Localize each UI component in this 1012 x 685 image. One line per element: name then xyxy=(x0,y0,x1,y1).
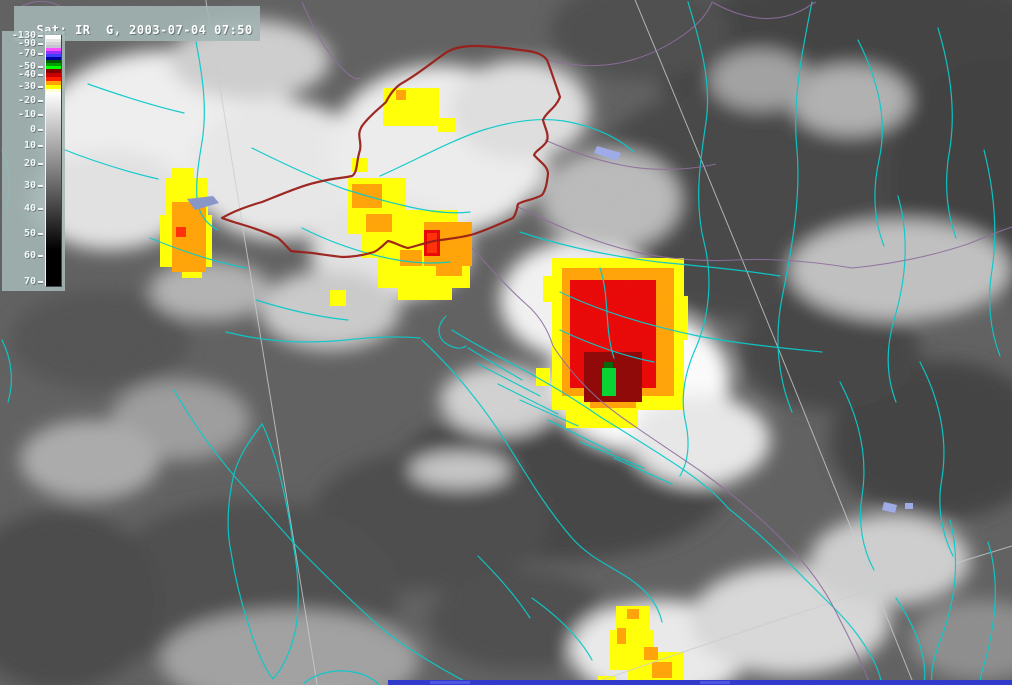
colorbar-tick-label: 50 xyxy=(23,228,36,239)
colorbar-segment-bright-red xyxy=(46,77,61,81)
colorbar-segment-yellow xyxy=(46,85,61,89)
colorbar-tick-mark xyxy=(38,163,43,165)
colorbar-segment-red xyxy=(46,73,61,77)
colorbar-tick-mark xyxy=(38,233,43,235)
colorbar-segment-white xyxy=(46,35,61,39)
colorbar-tick-mark xyxy=(38,43,43,45)
colorbar-segment-dark-red xyxy=(46,69,61,73)
colorbar-panel: -130 -90 -70 -50 -40 -30 -20 -10 0 10 20 30 40 50 60 70 xyxy=(2,31,65,291)
colorbar-tick-mark xyxy=(38,145,43,147)
colorbar-tick-label: 10 xyxy=(23,140,36,151)
colorbar-tick-mark xyxy=(38,74,43,76)
colorbar-segment-pale-yellow xyxy=(46,89,61,92)
colorbar-tick-label: 40 xyxy=(23,203,36,214)
colorbar-tick-label: -70 xyxy=(17,48,36,59)
colorbar-segment-dark-green xyxy=(46,60,61,63)
colorbar-segment-gray-light-1 xyxy=(46,39,61,42)
colorbar-segment-dark-blue xyxy=(46,57,61,60)
colorbar-tick-label: -20 xyxy=(17,95,36,106)
colorbar-tick-mark xyxy=(38,35,43,37)
colorbar-black-end xyxy=(46,250,61,286)
title-text: Sat: IR G, 2003-07-04 07:50 xyxy=(36,23,253,37)
colorbar-tick-label: -10 xyxy=(17,109,36,120)
colorbar-segment-gray-lilac xyxy=(46,45,61,48)
colorbar-segment-purple xyxy=(46,51,61,54)
colorbar-tick-label: -30 xyxy=(17,81,36,92)
colorbar-tick-mark xyxy=(38,86,43,88)
colorbar-segment-orange xyxy=(46,81,61,85)
colorbar-tick-label: 30 xyxy=(23,180,36,191)
colorbar xyxy=(45,35,62,287)
colorbar-tick-mark xyxy=(38,100,43,102)
colorbar-grayscale-gradient xyxy=(46,92,61,250)
colorbar-segment-blue xyxy=(46,54,61,57)
colorbar-tick-label: 0 xyxy=(29,124,36,135)
colorbar-segment-green xyxy=(46,63,61,66)
colorbar-tick-label: -40 xyxy=(17,69,36,80)
colorbar-segment-bright-green xyxy=(46,66,61,69)
colorbar-segment-gray-light-2 xyxy=(46,42,61,45)
colorbar-tick-mark xyxy=(38,114,43,116)
colorbar-tick-mark xyxy=(38,129,43,131)
colorbar-tick-label: -50 xyxy=(17,61,36,72)
colorbar-tick-mark xyxy=(38,66,43,68)
colorbar-tick-mark xyxy=(38,208,43,210)
colorbar-tick-label: 70 xyxy=(23,276,36,287)
colorbar-tick-mark xyxy=(38,53,43,55)
colorbar-tick-label: 60 xyxy=(23,250,36,261)
colorbar-tick-mark xyxy=(38,255,43,257)
colorbar-segment-magenta xyxy=(46,48,61,51)
colorbar-tick-label: 20 xyxy=(23,158,36,169)
colorbar-tick-mark xyxy=(38,185,43,187)
colorbar-tick-label: -130 xyxy=(11,30,36,41)
colorbar-tick-mark xyxy=(38,281,43,283)
colorbar-tick-label: -90 xyxy=(17,38,36,49)
